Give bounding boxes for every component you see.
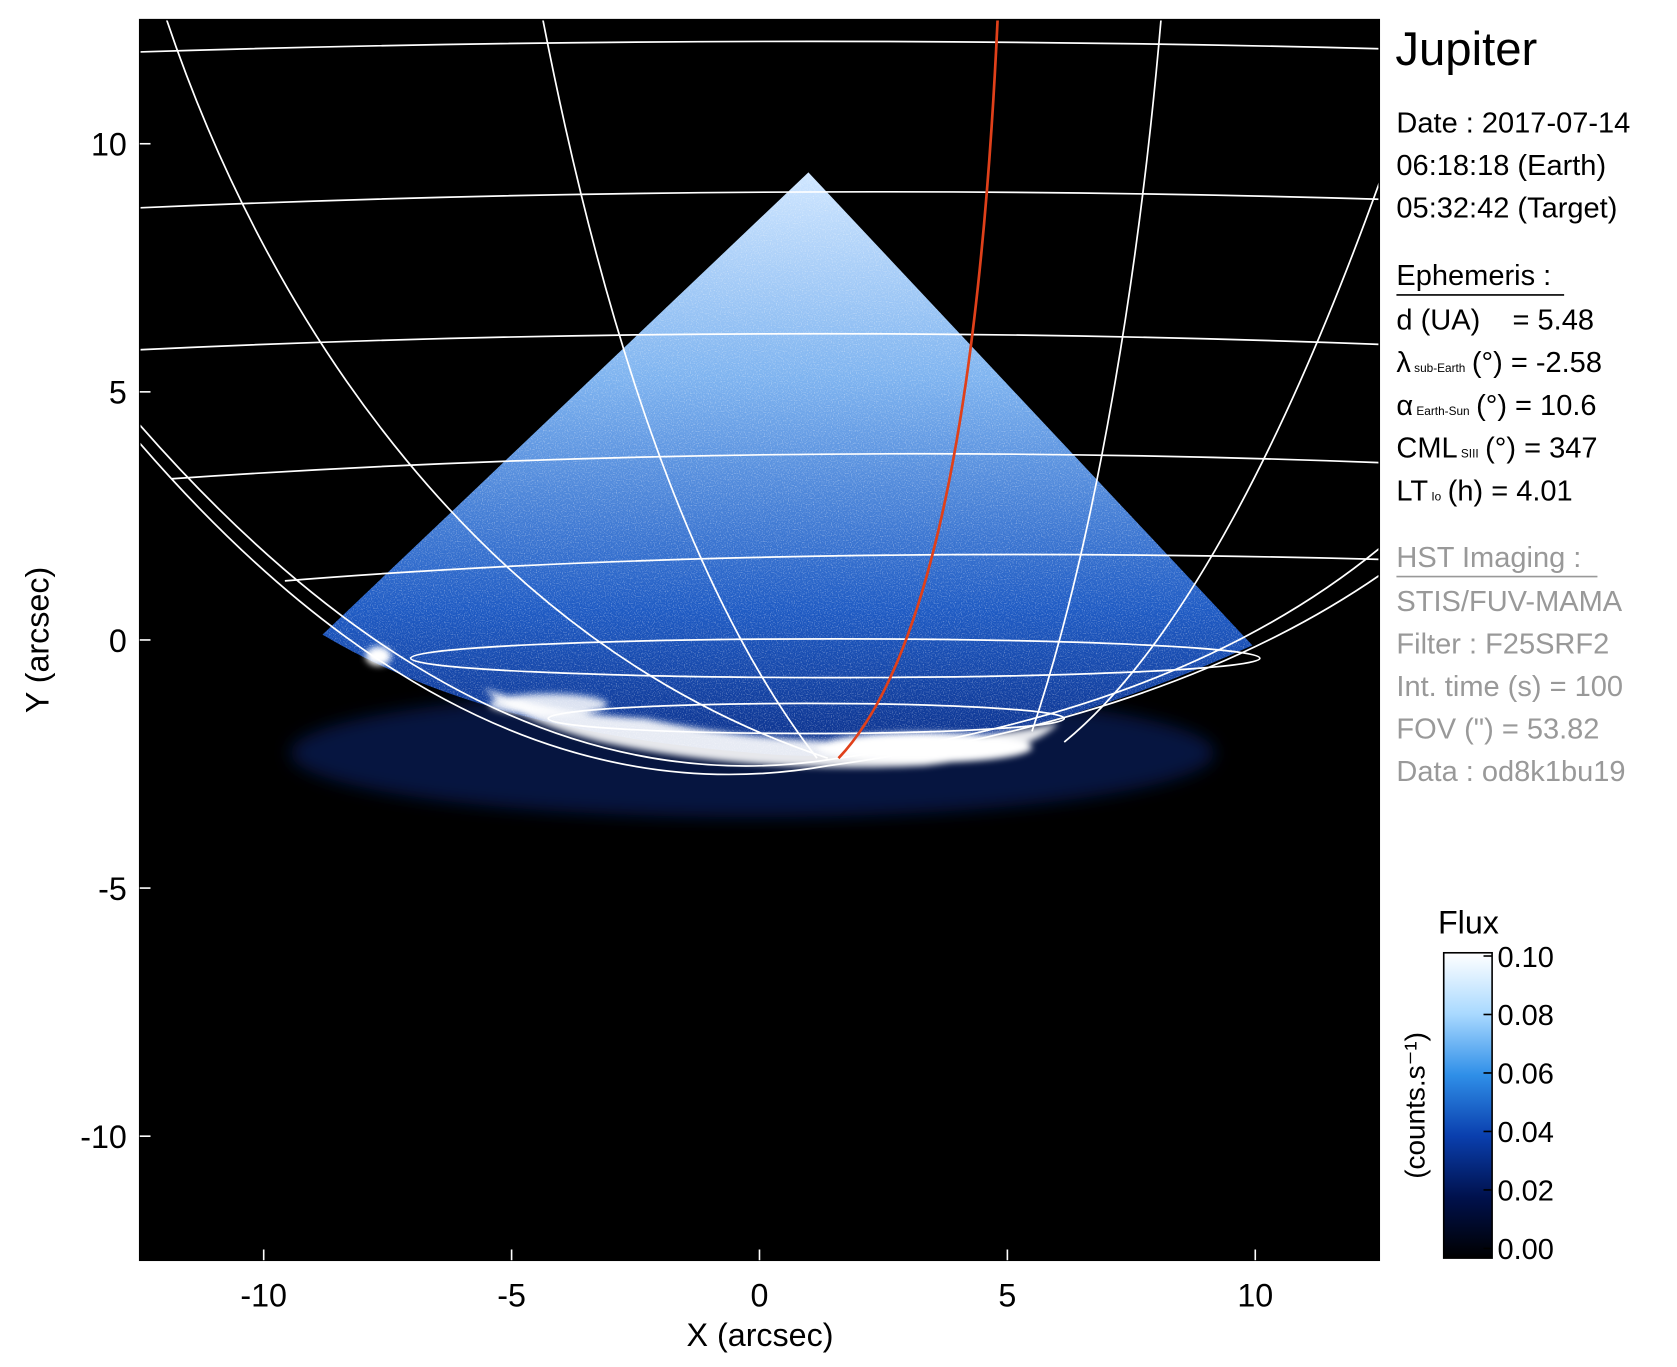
date-line: 06:18:18 (Earth): [1396, 150, 1606, 182]
ephemeris-line: d (UA) = 5.48: [1396, 304, 1594, 336]
ephemeris-value: (°) = 10.6: [1476, 390, 1596, 422]
longitude: [1031, 19, 1162, 732]
ephemeris-symbol: LT: [1396, 475, 1428, 507]
ephemeris-subscript: sub-Earth: [1414, 361, 1465, 375]
ephemeris-subscript: SIII: [1461, 447, 1479, 461]
y-tick-label: 5: [109, 375, 127, 411]
colorbar-tick-label: 0.06: [1497, 1059, 1553, 1091]
colorbar-tick-label: 0.04: [1497, 1117, 1553, 1149]
latitude: [139, 40, 1380, 53]
x-tick-label: 5: [998, 1277, 1016, 1313]
y-axis-label: Y (arcsec): [19, 567, 55, 713]
image: [139, 19, 1380, 1261]
limb: [139, 424, 1380, 767]
imaging-line: Data : od8k1bu19: [1396, 756, 1625, 788]
ephemeris-value: (°) = 347: [1485, 433, 1597, 465]
colorbar-title: Flux: [1438, 904, 1499, 940]
ephemeris-line: LT Io (h) = 4.01: [1396, 475, 1572, 507]
longitude: [542, 19, 818, 759]
title: Jupiter: [1395, 23, 1537, 76]
latitude: [547, 702, 1066, 735]
ephemeris-value: (h) = 4.01: [1448, 475, 1573, 507]
ephemeris-line: α Earth-Sun (°) = 10.6: [1396, 390, 1596, 422]
x-tick-label: -5: [497, 1277, 526, 1313]
y-tick-label: -5: [98, 871, 127, 907]
colorbar-tick-label: 0.10: [1497, 942, 1553, 974]
ephemeris-subscript: Earth-Sun: [1416, 404, 1469, 418]
y-tick-label: -10: [80, 1119, 127, 1155]
limb: [139, 442, 1380, 776]
imaging-heading: HST Imaging :: [1396, 542, 1581, 574]
longitude: [165, 19, 829, 760]
latitude: [409, 638, 1261, 679]
io-footprint: [837, 19, 999, 760]
ephemeris-value: (°) = -2.58: [1472, 347, 1602, 379]
latitude: [284, 553, 1380, 582]
ephemeris-symbol: CML: [1396, 433, 1457, 465]
latitude: [139, 190, 1380, 209]
y-tick-label: 0: [109, 623, 127, 659]
x-tick-label: 10: [1237, 1277, 1273, 1313]
date-line: 05:32:42 (Target): [1396, 192, 1617, 224]
x-tick-label: -10: [240, 1277, 287, 1313]
colorbar: [1442, 951, 1493, 1259]
x-axis-label: X (arcsec): [687, 1317, 834, 1353]
date-line: Date : 2017-07-14: [1396, 108, 1630, 140]
ephemeris-symbol: d (UA) = 5.48: [1396, 304, 1594, 336]
colorbar-label: (counts.s⁻¹): [1399, 1032, 1430, 1179]
ephemeris-line: λ sub-Earth (°) = -2.58: [1396, 347, 1602, 379]
colorbar-tick-label: 0.08: [1497, 1000, 1553, 1032]
latitude: [171, 452, 1380, 480]
aurora: [365, 646, 1059, 768]
colorbar-tick-label: 0.00: [1497, 1234, 1553, 1266]
ephemeris-subscript: Io: [1431, 489, 1441, 503]
planet-grid: [139, 19, 1380, 776]
y-tick-label: 10: [91, 127, 127, 163]
imaging-line: Int. time (s) = 100: [1396, 671, 1623, 703]
ephemeris-symbol: α: [1396, 390, 1413, 422]
imaging-line: FOV (") = 53.82: [1396, 714, 1599, 746]
latitude: [139, 332, 1380, 351]
longitude: [1063, 182, 1380, 743]
ephemeris-symbol: λ: [1396, 347, 1411, 379]
colorbar-tick-label: 0.02: [1497, 1176, 1553, 1208]
x-tick-label: 0: [751, 1277, 769, 1313]
ephemeris-line: CML SIII (°) = 347: [1396, 433, 1597, 465]
ephemeris-heading: Ephemeris :: [1396, 260, 1551, 292]
imaging-line: STIS/FUV-MAMA: [1396, 586, 1622, 618]
imaging-line: Filter : F25SRF2: [1396, 629, 1609, 661]
